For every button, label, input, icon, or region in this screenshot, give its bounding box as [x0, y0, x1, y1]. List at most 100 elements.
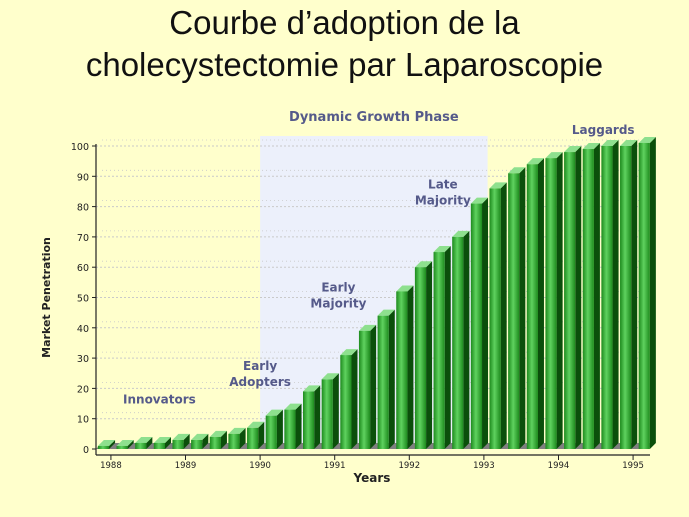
- y-axis-title: Market Penetration: [40, 237, 53, 358]
- bar-front: [396, 291, 408, 449]
- phase-annotation-line: Early: [321, 280, 355, 294]
- phase-annotation-line: Adopters: [229, 375, 291, 389]
- bar-side: [575, 146, 582, 449]
- bar: [396, 285, 414, 449]
- y-tick-label: 40: [77, 324, 89, 335]
- bar-side: [146, 436, 153, 449]
- bar-top: [452, 230, 470, 237]
- bar-side: [593, 143, 600, 449]
- bar-top: [265, 409, 283, 416]
- bar: [97, 439, 116, 449]
- y-tick-label: 10: [77, 415, 89, 426]
- bar-side: [631, 140, 638, 449]
- bar-front: [508, 173, 520, 449]
- bar-front: [638, 142, 650, 449]
- bar: [470, 197, 489, 449]
- bar-top: [209, 430, 227, 437]
- bar-side: [165, 436, 171, 449]
- x-tick-label: 1995: [622, 461, 644, 471]
- bar-front: [116, 445, 128, 449]
- bar: [303, 385, 321, 449]
- bar-top: [321, 373, 339, 380]
- bar-top: [414, 261, 433, 268]
- bar-front: [489, 188, 501, 450]
- bar-front: [247, 427, 259, 449]
- bar-front: [153, 442, 165, 449]
- y-tick-label: 90: [77, 172, 89, 183]
- bar-side: [482, 197, 489, 449]
- bar-front: [470, 203, 483, 449]
- phase-annotation: Early Adopters: [229, 359, 291, 389]
- bar-front: [414, 267, 427, 449]
- y-tick-label: 80: [77, 203, 89, 214]
- bar: [526, 158, 544, 449]
- bar: [582, 143, 600, 449]
- bar-front: [321, 379, 333, 449]
- bar-side: [370, 324, 377, 449]
- bar-side: [127, 439, 134, 449]
- bar-top: [620, 140, 638, 146]
- bar-front: [340, 355, 352, 449]
- x-tick-label: 1993: [473, 461, 495, 471]
- bar-side: [239, 427, 246, 449]
- bar-front: [228, 433, 240, 449]
- bar-top: [228, 427, 246, 434]
- bar-front: [601, 146, 613, 449]
- x-tick-label: 1989: [175, 461, 197, 471]
- bar-side: [332, 373, 339, 449]
- bar-top: [545, 152, 563, 159]
- y-tick-label: 60: [77, 263, 89, 274]
- bar-front: [564, 152, 576, 449]
- x-tick-label: 1992: [398, 461, 420, 471]
- bar: [489, 182, 507, 450]
- phase-annotation-line: Late: [428, 177, 458, 191]
- bar-top: [191, 433, 209, 440]
- bar: [228, 427, 246, 449]
- bar-top: [638, 136, 656, 143]
- bar-top: [153, 436, 171, 443]
- bar-top: [526, 158, 544, 165]
- bar: [172, 433, 190, 449]
- bar-top: [303, 385, 321, 392]
- bar-top: [564, 146, 582, 153]
- bar-front: [265, 415, 277, 449]
- bar: [340, 349, 358, 449]
- bar: [135, 436, 153, 449]
- slide-title: Courbe d’adoption de la cholecystectomie…: [0, 2, 689, 86]
- bar-front: [620, 146, 632, 449]
- phase-annotation: Laggards: [572, 123, 635, 137]
- bar: [377, 309, 395, 449]
- bar-front: [135, 442, 147, 449]
- y-tick-label: 0: [83, 445, 89, 456]
- phase-annotation-line: Laggards: [572, 123, 635, 137]
- y-tick-label: 30: [77, 354, 89, 365]
- y-tick-label: 20: [77, 384, 89, 395]
- bar-top: [247, 421, 265, 428]
- bar-side: [109, 439, 116, 449]
- bar-side: [276, 409, 283, 449]
- bar-front: [377, 315, 389, 449]
- bar-front: [172, 439, 184, 449]
- bar-side: [183, 433, 190, 449]
- phase-annotation-line: Majority: [310, 296, 366, 310]
- bar: [638, 136, 656, 449]
- bar-top: [116, 439, 134, 446]
- slide-title-line-1: Courbe d’adoption de la: [169, 4, 520, 41]
- bar-top: [601, 140, 619, 146]
- bar-side: [220, 430, 227, 449]
- phase-band-label: Dynamic Growth Phase: [289, 110, 459, 125]
- bar: [116, 439, 134, 449]
- bar-side: [556, 152, 563, 449]
- bar-front: [545, 158, 557, 449]
- bar-top: [396, 285, 414, 292]
- bar-top: [135, 436, 153, 443]
- bar: [545, 152, 563, 449]
- slide-title-line-2: cholecystectomie par Laparoscopie: [85, 46, 604, 83]
- bar-top: [97, 439, 116, 446]
- bar: [191, 433, 209, 449]
- bar-side: [463, 230, 470, 449]
- bar-top: [470, 197, 489, 204]
- bar-top: [172, 433, 190, 440]
- bar-top: [340, 349, 358, 356]
